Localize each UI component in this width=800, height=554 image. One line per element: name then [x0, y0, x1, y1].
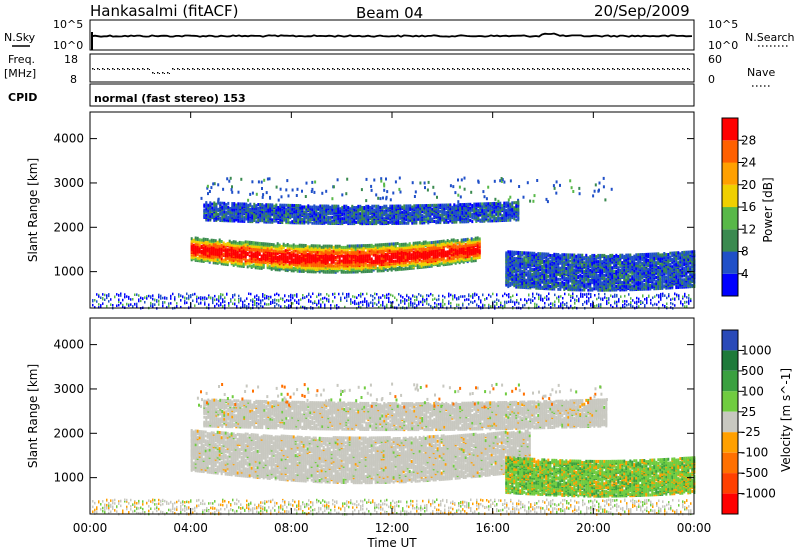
nave-label: Nave [747, 66, 775, 79]
colorbar-tick-label: 25 [741, 405, 756, 419]
freq-dots [92, 68, 690, 74]
cpid-strip-frame [89, 83, 695, 107]
velocity-panel [92, 382, 696, 516]
colorbar-swatch [722, 330, 738, 351]
colorbar-tick-label: 4 [741, 267, 749, 281]
velocity-colorbar-label: Velocity [m s^-1] [779, 368, 793, 472]
freq-strip-frame [89, 53, 695, 83]
x-tick-label: 00:00 [73, 521, 108, 535]
noise-tick-left-bottom: 10^0 [53, 39, 83, 52]
y-tick-label: 3000 [53, 176, 84, 190]
colorbar-swatch [722, 452, 738, 474]
colorbar-swatch [722, 229, 738, 252]
colorbar-tick-label: 16 [741, 200, 756, 214]
x-tick-label: 04:00 [173, 521, 208, 535]
x-tick-label: 20:00 [576, 521, 611, 535]
x-axis-label: Time UT [366, 536, 417, 550]
power-colorbar: 4 8 12 16 20 24 28 [721, 117, 756, 297]
colorbar-swatch [722, 473, 738, 494]
nave-tick-bottom: 0 [708, 73, 715, 86]
cpid-text: normal (fast stereo) 153 [94, 92, 246, 105]
colorbar-swatch [722, 140, 738, 163]
y-tick-label: 4000 [53, 338, 84, 352]
freq-label: Freq. [8, 53, 35, 66]
colorbar-swatch [722, 162, 738, 185]
velocity-colorbar: 1000 500 100 25 -25 -100 -500 -1000 [721, 329, 776, 515]
y-tick-label: 1000 [53, 471, 84, 485]
noise-tick-left-top: 10^5 [53, 18, 83, 31]
colorbar-swatch [722, 432, 738, 453]
colorbar-tick-label: -500 [741, 466, 768, 480]
cpid-label: CPID [8, 91, 37, 104]
velocity-ylabel: Slant Range [km] [26, 364, 40, 468]
station-title: Hankasalmi (fitACF) [90, 2, 238, 20]
colorbar-swatch [722, 391, 738, 412]
nsearch-label: N.Search [745, 31, 795, 44]
noise-strip-frame [89, 19, 695, 51]
colorbar-tick-label: 100 [741, 384, 764, 398]
y-tick-label: 1000 [53, 265, 84, 279]
colorbar-tick-label: 28 [741, 133, 756, 147]
colorbar-tick-label: -25 [741, 425, 761, 439]
colorbar-swatch [722, 370, 738, 392]
colorbar-swatch [722, 251, 738, 274]
colorbar-swatch [722, 118, 738, 141]
nsky-label: N.Sky [4, 31, 36, 44]
colorbar-tick-label: 500 [741, 364, 764, 378]
power-ylabel: Slant Range [km] [26, 158, 40, 262]
colorbar-swatch [722, 493, 738, 514]
colorbar-swatch [722, 411, 738, 433]
power-panel [92, 176, 696, 310]
colorbar-swatch [722, 350, 738, 371]
noise-tick-right-top: 10^5 [708, 18, 738, 31]
colorbar-swatch [722, 184, 738, 208]
date-title: 20/Sep/2009 [594, 2, 690, 20]
x-tick-label: 00:00 [677, 521, 712, 535]
colorbar-tick-label: 1000 [741, 343, 772, 357]
y-tick-label: 4000 [53, 132, 84, 146]
y-tick-label: 2000 [53, 220, 84, 234]
colorbar-tick-label: 24 [741, 156, 756, 170]
freq-tick-bottom: 8 [70, 73, 77, 86]
colorbar-tick-label: -100 [741, 446, 768, 460]
colorbar-swatch [722, 207, 738, 230]
freq-tick-top: 18 [64, 53, 78, 66]
x-tick-label: 08:00 [274, 521, 309, 535]
nave-tick-top: 60 [708, 53, 722, 66]
colorbar-tick-label: 20 [741, 178, 756, 192]
noise-trace [91, 32, 693, 38]
noise-tick-right-bottom: 10^0 [708, 39, 738, 52]
y-tick-label: 3000 [53, 382, 84, 396]
x-tick-label: 16:00 [475, 521, 510, 535]
colorbar-tick-label: -1000 [741, 487, 776, 501]
beam-title: Beam 04 [356, 4, 423, 22]
colorbar-tick-label: 12 [741, 222, 756, 236]
colorbar-tick-label: 8 [741, 245, 749, 259]
freq-unit-label: [MHz] [4, 67, 36, 80]
colorbar-swatch [722, 273, 738, 297]
power-colorbar-label: Power [dB] [761, 177, 775, 242]
y-tick-label: 2000 [53, 426, 84, 440]
x-tick-label: 12:00 [375, 521, 410, 535]
